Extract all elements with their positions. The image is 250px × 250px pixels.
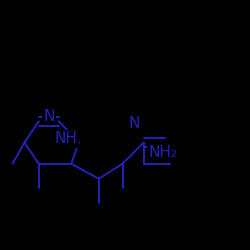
Text: NH₂: NH₂ xyxy=(149,145,178,160)
Text: N: N xyxy=(128,116,140,131)
Text: N: N xyxy=(43,109,54,124)
Text: NH: NH xyxy=(55,131,78,146)
